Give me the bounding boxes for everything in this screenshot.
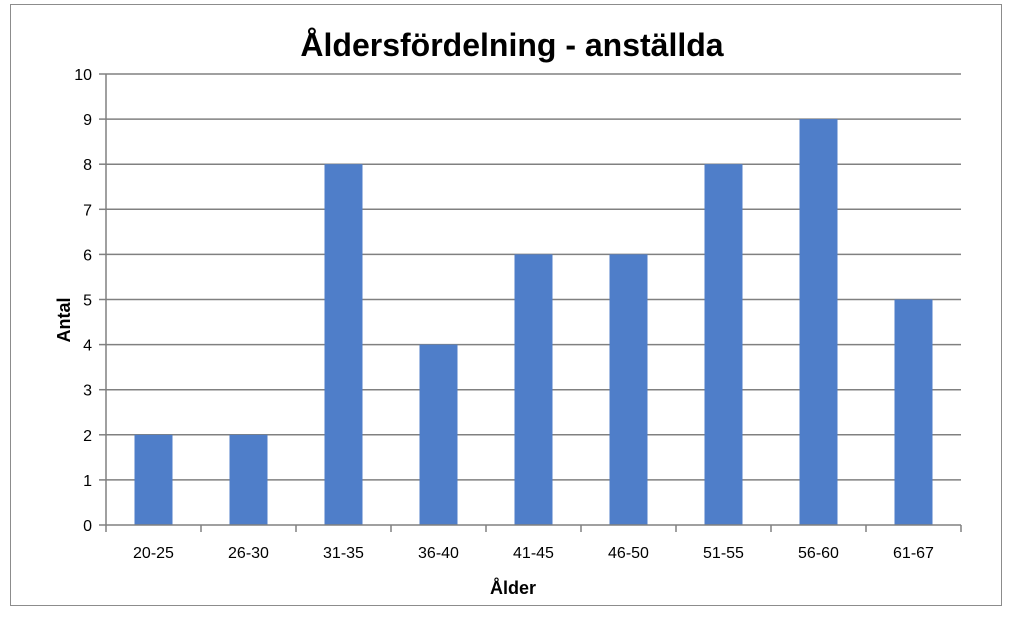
bar [134,434,173,525]
bar [229,434,268,525]
y-tick-label: 3 [83,383,92,400]
x-axis-title: Ålder [490,578,536,598]
x-tick-label: 31-35 [323,545,364,562]
y-tick-label: 8 [83,157,92,174]
x-tick-label: 51-55 [703,545,744,562]
y-tick-label: 9 [83,112,92,129]
bar [514,254,553,525]
bar [609,254,648,525]
bar [419,344,458,525]
y-tick-label: 7 [83,202,92,219]
bar [894,299,933,525]
x-tick-label: 61-67 [893,545,934,562]
x-tick-label: 56-60 [798,545,839,562]
axes [99,73,962,532]
y-tick-label: 2 [83,428,92,445]
x-tick-label: 20-25 [133,545,174,562]
y-axis-title: Antal [54,298,74,343]
x-tick-label: 46-50 [608,545,649,562]
y-tick-label: 10 [74,67,92,84]
y-tick-label: 6 [83,247,92,264]
bar [704,164,743,525]
y-tick-labels: 0 1 2 3 4 5 6 7 8 9 10 [74,67,92,535]
y-tick-label: 0 [83,518,92,535]
bars [134,119,933,525]
x-tick-labels: 20-25 26-30 31-35 36-40 41-45 46-50 51-55 56-60… [133,545,934,562]
bar [799,119,838,525]
y-tick-label: 1 [83,473,92,490]
y-tick-label: 4 [83,338,92,355]
x-tick-label: 26-30 [228,545,269,562]
chart-title: Åldersfördelning - anställda [300,27,723,63]
y-tick-label: 5 [83,293,92,310]
bar [324,164,363,525]
x-tick-label: 36-40 [418,545,459,562]
x-tick-label: 41-45 [513,545,554,562]
